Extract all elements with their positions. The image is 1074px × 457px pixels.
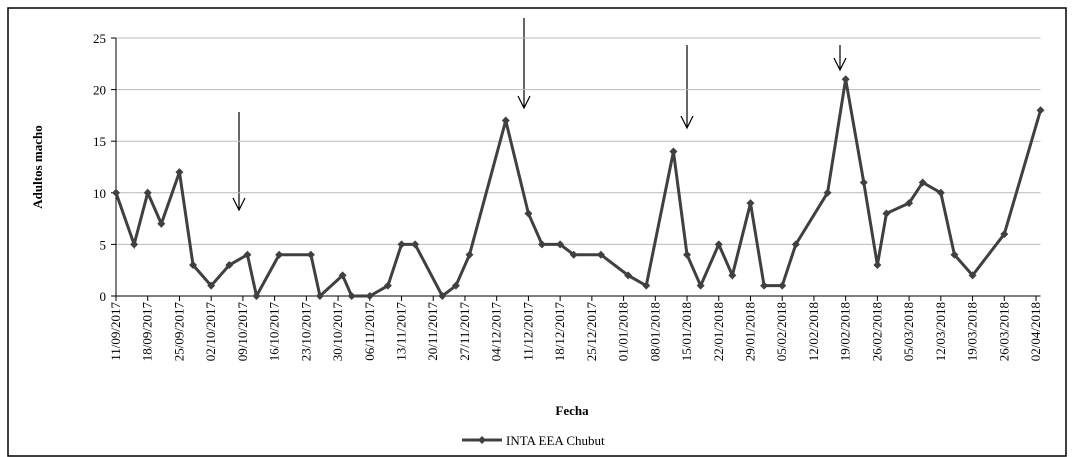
line bbox=[114, 79, 1042, 301]
arrows bbox=[232, 18, 847, 212]
x-tick-label: 08/01/2018 bbox=[647, 302, 662, 361]
marker bbox=[411, 240, 420, 249]
x-tick-label: 29/01/2018 bbox=[742, 302, 757, 361]
x-axis-title: Fecha bbox=[555, 403, 589, 418]
marker bbox=[189, 261, 198, 270]
x-tick-label: 13/11/2017 bbox=[394, 302, 409, 361]
marker bbox=[873, 261, 882, 270]
y-tick-label: 5 bbox=[100, 237, 107, 252]
y-tick-label: 25 bbox=[93, 31, 106, 46]
marker bbox=[968, 271, 977, 280]
legend-label: INTA EEA Chubut bbox=[506, 433, 605, 448]
marker bbox=[683, 250, 692, 259]
marker bbox=[714, 240, 723, 249]
x-tick-label: 26/03/2018 bbox=[996, 302, 1011, 361]
marker bbox=[438, 292, 447, 300]
marker bbox=[306, 250, 315, 259]
marker bbox=[365, 292, 374, 300]
frame bbox=[7, 7, 1067, 457]
marker bbox=[596, 250, 605, 259]
marker bbox=[112, 188, 120, 197]
marker bbox=[950, 250, 959, 259]
marker bbox=[1000, 230, 1009, 239]
x-tick-label: 04/12/2017 bbox=[489, 302, 504, 362]
x-tick-label: 20/11/2017 bbox=[425, 302, 440, 361]
y-axis-title: Adultos macho bbox=[30, 125, 45, 208]
x-tick-label: 02/04/2018 bbox=[1028, 302, 1043, 361]
x-tick-label: 09/10/2017 bbox=[235, 302, 250, 362]
marker bbox=[918, 178, 927, 187]
x-tick-label: 18/09/2017 bbox=[140, 302, 155, 362]
marker bbox=[315, 292, 324, 300]
x-tick-label: 11/12/2017 bbox=[520, 302, 535, 361]
x-tick-label: 25/09/2017 bbox=[171, 302, 186, 362]
marker bbox=[556, 240, 565, 249]
marker bbox=[669, 147, 678, 156]
marker bbox=[746, 199, 755, 208]
marker bbox=[882, 209, 891, 218]
marker bbox=[383, 281, 392, 290]
x-tick-label: 12/02/2018 bbox=[806, 302, 821, 361]
x-tick-label: 27/11/2017 bbox=[457, 302, 472, 361]
x-tick-label: 11/09/2017 bbox=[108, 302, 123, 361]
x-tick-label: 16/10/2017 bbox=[267, 302, 282, 362]
marker bbox=[791, 240, 800, 249]
marker bbox=[905, 199, 914, 208]
x-tick-label: 18/12/2017 bbox=[552, 302, 567, 362]
x-tick-label: 01/01/2018 bbox=[616, 302, 631, 361]
x-tick-label: 26/02/2018 bbox=[869, 302, 884, 361]
x-tick-label: 05/03/2018 bbox=[901, 302, 916, 361]
x-tick-label: 19/03/2018 bbox=[965, 302, 980, 361]
arrow bbox=[517, 18, 531, 110]
x-tick-label: 12/03/2018 bbox=[933, 302, 948, 361]
marker bbox=[524, 209, 533, 218]
x-tick-label: 15/01/2018 bbox=[679, 302, 694, 361]
x-tick-label: 30/10/2017 bbox=[330, 302, 345, 362]
marker bbox=[451, 281, 460, 290]
y-tick-label: 15 bbox=[93, 134, 106, 149]
marker bbox=[465, 250, 474, 259]
marker bbox=[243, 250, 252, 259]
y-tick-label: 10 bbox=[93, 186, 106, 201]
marker bbox=[157, 219, 166, 228]
marker bbox=[175, 168, 184, 177]
marker bbox=[275, 250, 284, 259]
legend-marker bbox=[478, 436, 486, 444]
marker bbox=[728, 271, 737, 280]
marker bbox=[397, 240, 406, 249]
marker bbox=[1036, 106, 1045, 115]
marker bbox=[778, 281, 787, 290]
marker bbox=[347, 292, 356, 300]
marker bbox=[823, 188, 832, 197]
x-tick-label: 19/02/2018 bbox=[838, 302, 853, 361]
marker bbox=[338, 271, 347, 280]
marker bbox=[225, 261, 234, 270]
y-tick-label: 20 bbox=[93, 83, 106, 98]
arrow bbox=[680, 45, 694, 130]
marker bbox=[130, 240, 139, 249]
marker bbox=[143, 188, 152, 197]
arrow bbox=[232, 112, 246, 212]
marker bbox=[569, 250, 578, 259]
x-tick-label: 05/02/2018 bbox=[774, 302, 789, 361]
marker bbox=[936, 188, 945, 197]
marker bbox=[696, 281, 705, 290]
marker bbox=[501, 116, 510, 125]
marker bbox=[859, 178, 868, 187]
x-tick-label: 22/01/2018 bbox=[711, 302, 726, 361]
marker bbox=[642, 281, 651, 290]
x-tick-label: 06/11/2017 bbox=[362, 302, 377, 361]
x-tick-label: 23/10/2017 bbox=[298, 302, 313, 362]
x-tick-label: 02/10/2017 bbox=[203, 302, 218, 362]
marker bbox=[207, 281, 216, 290]
marker bbox=[252, 292, 261, 300]
marker bbox=[538, 240, 547, 249]
marker bbox=[841, 75, 850, 84]
marker bbox=[624, 271, 633, 280]
y-tick-label: 0 bbox=[100, 289, 107, 304]
arrow bbox=[833, 45, 847, 72]
marker bbox=[760, 281, 769, 290]
x-tick-label: 25/12/2017 bbox=[584, 302, 599, 362]
